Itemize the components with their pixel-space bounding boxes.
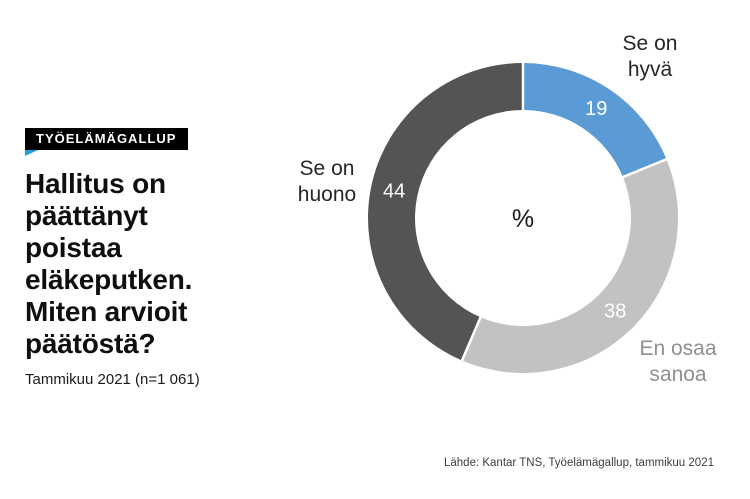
- survey-sample-info: Tammikuu 2021 (n=1 061): [25, 371, 200, 388]
- brand-badge-label: TYÖELÄMÄGALLUP: [25, 128, 189, 150]
- source-attribution: Lähde: Kantar TNS, Työelämägallup, tammi…: [444, 457, 714, 469]
- donut-chart: 19 38 44%: [368, 62, 678, 374]
- donut-slice-2: [368, 63, 523, 361]
- segment-label-se-on-hyva: Se on hyvä: [622, 32, 678, 81]
- segment-label-en-osaa-sanoa: En osaa sanoa: [639, 337, 717, 386]
- slice-divider-2: [460, 315, 483, 362]
- accent-triangle-icon: [25, 150, 38, 156]
- slice-value-0: 19: [585, 98, 607, 120]
- slice-divider-1: [621, 157, 668, 179]
- donut-chart-container: 19 38 44%: [353, 48, 693, 388]
- segment-label-se-on-huono: Se on huono: [297, 157, 357, 206]
- slice-value-1: 38: [604, 301, 626, 323]
- donut-center-label: %: [512, 205, 534, 233]
- brand-badge: TYÖELÄMÄGALLUP: [25, 128, 189, 156]
- donut-slice-0: [523, 63, 667, 178]
- donut-slice-1: [462, 159, 678, 374]
- slice-value-2: 44: [383, 181, 405, 203]
- survey-question-title: Hallitus on päättänyt poistaa eläkeputke…: [25, 168, 193, 359]
